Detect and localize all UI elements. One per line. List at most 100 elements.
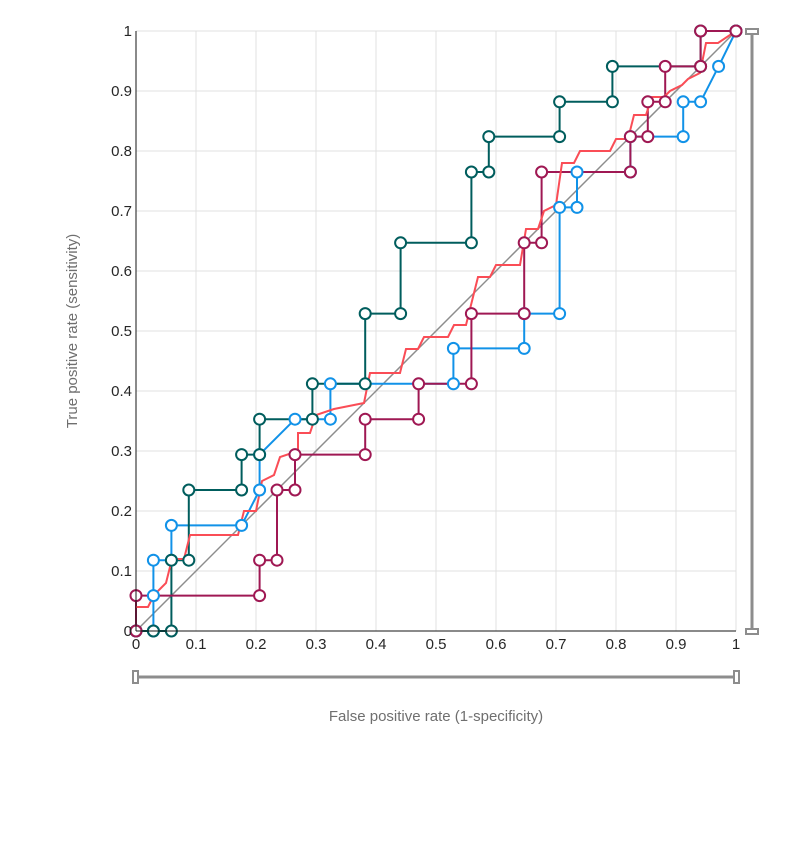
data-point[interactable] bbox=[535, 165, 549, 179]
y-zoom-bar[interactable] bbox=[745, 28, 759, 635]
data-point[interactable] bbox=[553, 95, 567, 109]
x-tick-label: 0.8 bbox=[606, 636, 627, 653]
x-tick-label: 1 bbox=[732, 636, 740, 653]
y-tick-label: 0.5 bbox=[111, 323, 132, 340]
y-zoom-handle-end[interactable] bbox=[745, 628, 759, 635]
data-point[interactable] bbox=[235, 518, 249, 532]
x-tick-label: 0.5 bbox=[426, 636, 447, 653]
data-point[interactable] bbox=[694, 24, 708, 38]
data-point[interactable] bbox=[235, 483, 249, 497]
data-point[interactable] bbox=[182, 553, 196, 567]
series-line bbox=[136, 30, 737, 608]
data-point[interactable] bbox=[605, 95, 619, 109]
data-point[interactable] bbox=[358, 412, 372, 426]
x-tick-labels: 0 0.1 0.2 0.3 0.4 0.5 0.6 0.7 0.8 0.9 1 bbox=[132, 636, 740, 653]
data-point[interactable] bbox=[182, 483, 196, 497]
x-axis-title: False positive rate (1-specificity) bbox=[329, 708, 543, 725]
data-point[interactable] bbox=[658, 95, 672, 109]
data-point[interactable] bbox=[394, 236, 408, 250]
data-point[interactable] bbox=[270, 553, 284, 567]
data-point[interactable] bbox=[712, 59, 726, 73]
data-point[interactable] bbox=[305, 377, 319, 391]
data-point[interactable] bbox=[164, 553, 178, 567]
data-point[interactable] bbox=[570, 165, 584, 179]
x-tick-label: 0.1 bbox=[186, 636, 207, 653]
data-point[interactable] bbox=[517, 236, 531, 250]
data-point[interactable] bbox=[235, 448, 249, 462]
data-point[interactable] bbox=[288, 448, 302, 462]
data-point[interactable] bbox=[394, 307, 408, 321]
data-point[interactable] bbox=[305, 412, 319, 426]
x-zoom-bar[interactable] bbox=[132, 670, 740, 684]
x-tick-label: 0.3 bbox=[306, 636, 327, 653]
roc-series-3-points bbox=[129, 24, 743, 638]
data-point[interactable] bbox=[270, 483, 284, 497]
data-point[interactable] bbox=[464, 307, 478, 321]
data-point[interactable] bbox=[253, 412, 267, 426]
data-point[interactable] bbox=[623, 165, 637, 179]
data-point[interactable] bbox=[729, 24, 743, 38]
data-point[interactable] bbox=[253, 553, 267, 567]
y-tick-label: 0.7 bbox=[111, 203, 132, 220]
data-point[interactable] bbox=[323, 377, 337, 391]
data-point[interactable] bbox=[605, 59, 619, 73]
x-zoom-handle-end[interactable] bbox=[733, 670, 740, 684]
data-point[interactable] bbox=[358, 307, 372, 321]
data-point[interactable] bbox=[553, 200, 567, 214]
data-point[interactable] bbox=[412, 377, 426, 391]
data-point[interactable] bbox=[464, 165, 478, 179]
y-zoom-handle-start[interactable] bbox=[745, 28, 759, 35]
data-point[interactable] bbox=[553, 130, 567, 144]
x-tick-label: 0.4 bbox=[366, 636, 387, 653]
data-point[interactable] bbox=[253, 483, 267, 497]
data-point[interactable] bbox=[482, 130, 496, 144]
data-point[interactable] bbox=[517, 341, 531, 355]
y-tick-label: 0.1 bbox=[111, 563, 132, 580]
x-zoom-handle-start[interactable] bbox=[132, 670, 139, 684]
data-point[interactable] bbox=[358, 377, 372, 391]
x-tick-label: 0.7 bbox=[546, 636, 567, 653]
data-point[interactable] bbox=[164, 518, 178, 532]
data-point[interactable] bbox=[623, 130, 637, 144]
y-tick-label: 1 bbox=[124, 23, 132, 40]
data-point[interactable] bbox=[323, 412, 337, 426]
y-tick-labels: 0 0.1 0.2 0.3 0.4 0.5 0.6 0.7 0.8 0.9 1 bbox=[111, 23, 132, 640]
data-point[interactable] bbox=[464, 377, 478, 391]
data-point[interactable] bbox=[641, 130, 655, 144]
data-point[interactable] bbox=[676, 95, 690, 109]
data-point[interactable] bbox=[146, 589, 160, 603]
roc-series-2-points bbox=[129, 24, 743, 638]
data-point[interactable] bbox=[658, 59, 672, 73]
data-point[interactable] bbox=[570, 200, 584, 214]
data-point[interactable] bbox=[146, 553, 160, 567]
data-point[interactable] bbox=[676, 130, 690, 144]
data-point[interactable] bbox=[253, 448, 267, 462]
data-point[interactable] bbox=[694, 59, 708, 73]
data-point[interactable] bbox=[288, 483, 302, 497]
y-axis-title: True positive rate (sensitivity) bbox=[64, 234, 81, 429]
y-tick-label: 0.3 bbox=[111, 443, 132, 460]
y-tick-label: 0.4 bbox=[111, 383, 132, 400]
data-point[interactable] bbox=[535, 236, 549, 250]
data-point[interactable] bbox=[412, 412, 426, 426]
y-tick-label: 0.2 bbox=[111, 503, 132, 520]
diagonal-reference-line bbox=[135, 30, 737, 632]
data-point[interactable] bbox=[641, 95, 655, 109]
data-point[interactable] bbox=[446, 377, 460, 391]
x-tick-label: 0.6 bbox=[486, 636, 507, 653]
data-point[interactable] bbox=[694, 95, 708, 109]
data-point[interactable] bbox=[358, 448, 372, 462]
data-point[interactable] bbox=[517, 307, 531, 321]
y-tick-label: 0.9 bbox=[111, 83, 132, 100]
data-point[interactable] bbox=[482, 165, 496, 179]
data-point[interactable] bbox=[446, 341, 460, 355]
data-point[interactable] bbox=[288, 412, 302, 426]
series-layer bbox=[129, 24, 743, 638]
roc-series-4 bbox=[136, 30, 737, 608]
y-tick-label: 0.8 bbox=[111, 143, 132, 160]
y-tick-label: 0.6 bbox=[111, 263, 132, 280]
data-point[interactable] bbox=[464, 236, 478, 250]
data-point[interactable] bbox=[553, 307, 567, 321]
data-point[interactable] bbox=[253, 589, 267, 603]
